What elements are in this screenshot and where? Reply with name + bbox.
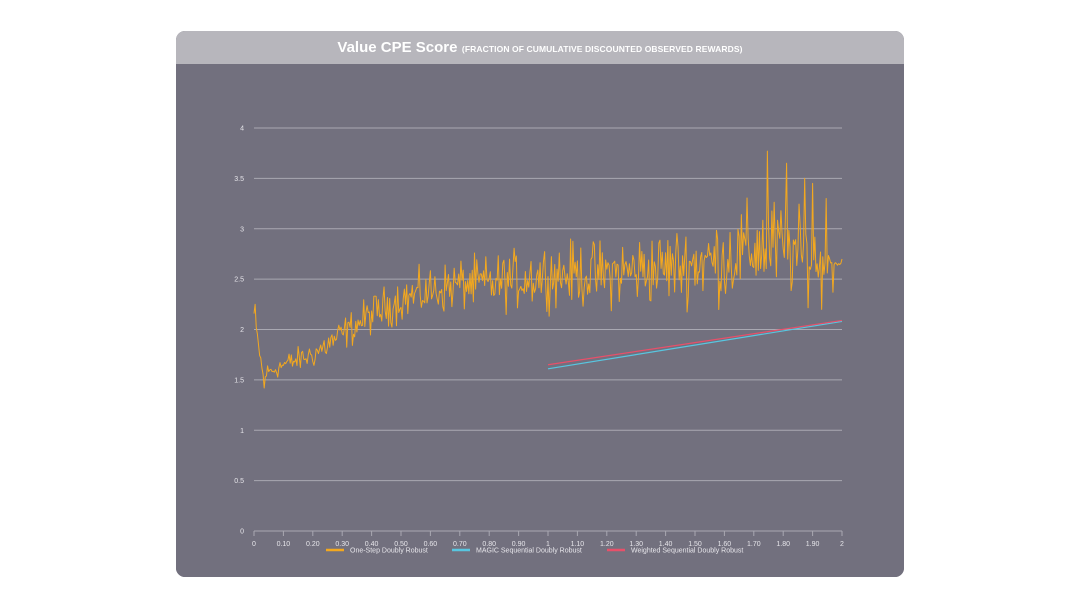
x-tick-label: 1.90 — [806, 541, 820, 548]
series-line-magic-sequential-doubly-robust — [547, 320, 843, 370]
y-tick-label: 1.5 — [234, 377, 244, 384]
x-tick-label: 1 — [546, 541, 550, 548]
x-tick-label: 1.20 — [600, 541, 614, 548]
x-tick-label: 0.70 — [453, 541, 467, 548]
value-cpe-chart: 0 0.5 1 1.5 2 2.5 3 3.5 4 0 0.10 0.20 0.30 0.40 0.50 0.… — [234, 126, 844, 555]
y-tick-label: 0.5 — [234, 478, 244, 485]
y-tick-label: 0 — [240, 529, 244, 536]
y-tick-label: 2 — [240, 327, 244, 334]
x-tick-label: 0.90 — [512, 541, 526, 548]
chart-card: Value CPE Score (FRACTION OF CUMULATIVE … — [176, 31, 904, 577]
x-tick-label: 1.70 — [747, 541, 761, 548]
legend-label: MAGIC Sequential Doubly Robust — [476, 548, 582, 555]
series-line-one-step-doubly-robust — [253, 150, 843, 389]
x-tick-label: 1.80 — [776, 541, 790, 548]
x-tick-label: 0.60 — [424, 541, 438, 548]
plot-area: 0 0.5 1 1.5 2 2.5 3 3.5 4 0 0.10 0.20 0.30 0.40 0.50 0.… — [176, 64, 904, 577]
y-tick-label: 2.5 — [234, 277, 244, 284]
legend-label: Weighted Sequential Doubly Robust — [631, 548, 743, 555]
x-tick-label: 1.40 — [659, 541, 673, 548]
legend-label: One-Step Doubly Robust — [350, 548, 428, 555]
x-tick-label: 0.20 — [306, 541, 320, 548]
y-tick-label: 3 — [240, 226, 244, 233]
x-tick-label: 0 — [252, 541, 256, 548]
y-tick-label: 4 — [240, 126, 244, 133]
y-tick-label: 3.5 — [234, 176, 244, 183]
x-tick-label: 0.40 — [365, 541, 379, 548]
x-tick-label: 1.60 — [718, 541, 732, 548]
x-tick-label: 1.30 — [629, 541, 643, 548]
x-tick-label: 1.50 — [688, 541, 702, 548]
x-tick-label: 0.10 — [277, 541, 291, 548]
x-tick-label: 2 — [840, 541, 844, 548]
series-line-weighted-sequential-doubly-robust — [547, 319, 843, 366]
y-tick-label: 1 — [240, 428, 244, 435]
x-tick-label: 0.80 — [482, 541, 496, 548]
x-tick-label: 1.10 — [571, 541, 585, 548]
chart-header: Value CPE Score (FRACTION OF CUMULATIVE … — [176, 31, 904, 64]
chart-subtitle: (FRACTION OF CUMULATIVE DISCOUNTED OBSER… — [461, 44, 743, 54]
x-tick-label: 0.30 — [335, 541, 349, 548]
chart-title: Value CPE Score — [337, 39, 458, 56]
x-tick-label: 0.50 — [394, 541, 408, 548]
